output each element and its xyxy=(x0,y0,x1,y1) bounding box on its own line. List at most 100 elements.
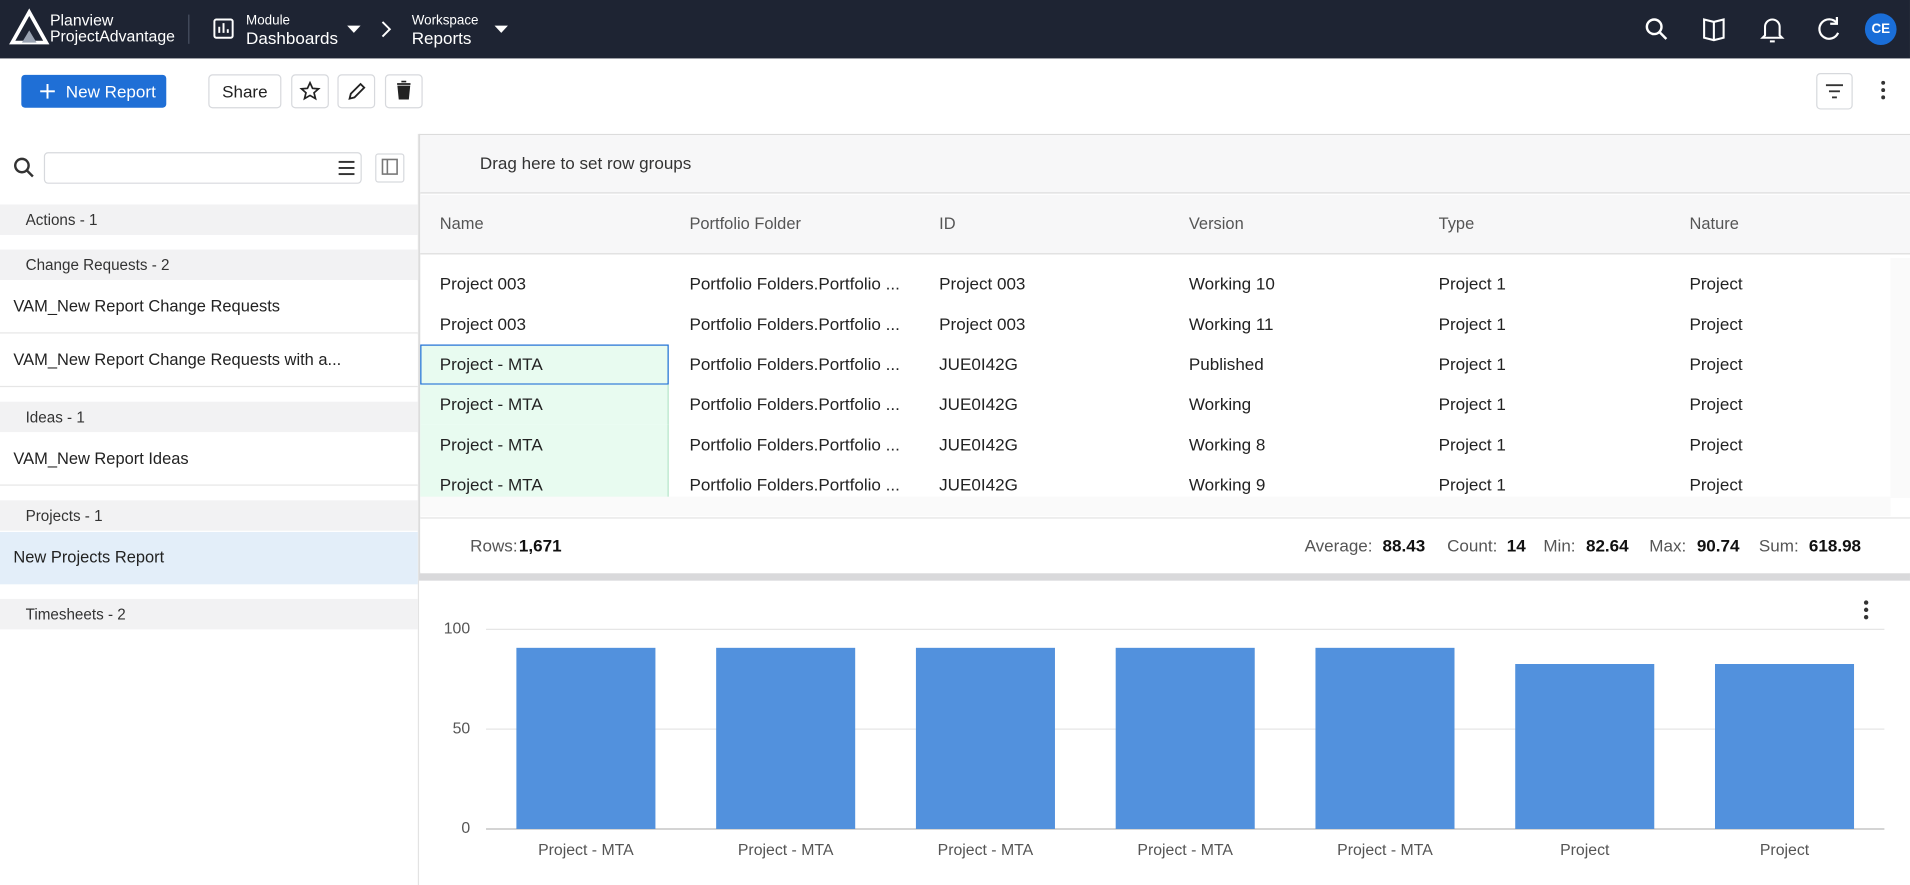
grid-cell: Project 003 xyxy=(939,312,1025,336)
chart-menu-dot xyxy=(1864,615,1868,619)
grid-cell: Project 1 xyxy=(1439,392,1506,416)
more-menu[interactable] xyxy=(1881,81,1885,100)
grid-cell: Project 1 xyxy=(1439,432,1506,456)
x-tick-label: Project - MTA xyxy=(1337,842,1433,859)
column-header[interactable]: Name xyxy=(440,212,484,236)
grid-cell: Portfolio Folders.Portfolio ... xyxy=(689,432,899,456)
grid-cell: Project xyxy=(1690,392,1743,416)
collapse-sidebar[interactable] xyxy=(376,154,404,182)
grid-cell: JUE0I42G xyxy=(939,352,1018,376)
aggregate-value: 618.98 xyxy=(1809,533,1861,557)
list-icon[interactable] xyxy=(339,162,355,174)
report-name[interactable]: VAM_New Report Change Requests xyxy=(13,295,280,319)
sidebar-search-input[interactable] xyxy=(44,153,361,183)
delete-button[interactable] xyxy=(386,75,423,108)
chart-menu-dot xyxy=(1864,600,1868,604)
grid-cell: JUE0I42G xyxy=(939,432,1018,456)
grid-cell: Project - MTA xyxy=(440,472,543,496)
grid-cell: Project 003 xyxy=(440,312,526,336)
group-label[interactable]: Actions - 1 xyxy=(26,208,98,232)
grid-cell: Project 003 xyxy=(939,271,1025,295)
column-header[interactable]: Nature xyxy=(1690,212,1739,236)
bar xyxy=(916,648,1055,829)
filter-button[interactable] xyxy=(1817,74,1852,109)
h-scrollbar xyxy=(420,497,1890,516)
column-header[interactable]: Type xyxy=(1439,212,1475,236)
sidebar-search-icon xyxy=(15,159,33,177)
aggregate-label: Sum: xyxy=(1759,533,1799,557)
bar xyxy=(1715,664,1854,829)
favorite-button[interactable] xyxy=(292,75,329,108)
grid-cell: Project xyxy=(1690,472,1743,496)
share-label[interactable]: Share xyxy=(222,79,268,103)
column-header[interactable]: Version xyxy=(1189,212,1244,236)
grid-cell: Working 10 xyxy=(1189,271,1275,295)
grid-cell: Project 003 xyxy=(440,271,526,295)
report-name[interactable]: VAM_New Report Change Requests with a... xyxy=(13,348,341,372)
grid-cell: Working 8 xyxy=(1189,432,1265,456)
bar xyxy=(516,648,655,829)
x-tick-label: Project xyxy=(1760,842,1810,859)
y-tick-label: 50 xyxy=(453,720,471,737)
aggregate-label: Count: xyxy=(1447,533,1497,557)
grid-cell: Project xyxy=(1690,271,1743,295)
chart-menu-dot xyxy=(1864,608,1868,612)
grid-cell: Project - MTA xyxy=(440,392,543,416)
group-label[interactable]: Change Requests - 2 xyxy=(26,253,170,277)
bar xyxy=(716,648,855,829)
avatar-initials[interactable]: CE xyxy=(1871,17,1890,41)
workspace-value[interactable]: Reports xyxy=(412,26,472,50)
sidebar-tools xyxy=(15,153,404,183)
grid-cell: Working 9 xyxy=(1189,472,1265,496)
grid-cell: JUE0I42G xyxy=(939,472,1018,496)
grid-cell: Portfolio Folders.Portfolio ... xyxy=(689,312,899,336)
column-header[interactable]: Portfolio Folder xyxy=(689,212,801,236)
aggregate-value: 90.74 xyxy=(1697,533,1740,557)
grid-cell: Project xyxy=(1690,312,1743,336)
grid-cell: Project 1 xyxy=(1439,472,1506,496)
grid-cell: Project 1 xyxy=(1439,271,1506,295)
grid-cell: Working 11 xyxy=(1189,312,1274,336)
edit-button[interactable] xyxy=(338,75,375,108)
rows-label: Rows: xyxy=(470,533,517,557)
toolbar-icons xyxy=(21,74,1885,109)
report-name[interactable]: VAM_New Report Ideas xyxy=(13,447,188,471)
grid-cell: Project xyxy=(1690,352,1743,376)
grid-cell: Project xyxy=(1690,432,1743,456)
grid-cell: Project - MTA xyxy=(440,432,543,456)
group-hint: Drag here to set row groups xyxy=(480,151,691,175)
y-tick-label: 0 xyxy=(461,820,470,837)
group-label[interactable]: Projects - 1 xyxy=(26,504,103,528)
grid-cell: Published xyxy=(1189,352,1264,376)
header-row xyxy=(420,195,1910,255)
grid-cell: Project 1 xyxy=(1439,352,1506,376)
grid-cell: Portfolio Folders.Portfolio ... xyxy=(689,271,899,295)
grid-cell: Project 1 xyxy=(1439,312,1506,336)
x-tick-label: Project - MTA xyxy=(738,842,834,859)
group-label[interactable]: Timesheets - 2 xyxy=(26,603,126,627)
chart: 050100Project - MTAProject - MTAProject … xyxy=(419,582,1910,885)
bar xyxy=(1315,648,1454,829)
brand-product: ProjectAdvantage xyxy=(50,24,175,48)
aggregate-value: 14 xyxy=(1507,533,1526,557)
group-label[interactable]: Ideas - 1 xyxy=(26,405,85,429)
grid-cell: Portfolio Folders.Portfolio ... xyxy=(689,392,899,416)
grid-cell: Portfolio Folders.Portfolio ... xyxy=(689,352,899,376)
column-header[interactable]: ID xyxy=(939,212,955,236)
status-bar xyxy=(420,517,1910,573)
x-tick-label: Project xyxy=(1560,842,1610,859)
grid-cell: Project - MTA xyxy=(440,352,543,376)
grid-cell: Working xyxy=(1189,392,1251,416)
aggregate-label: Min: xyxy=(1543,533,1575,557)
x-tick-label: Project - MTA xyxy=(938,842,1034,859)
aggregate-label: Average: xyxy=(1305,533,1373,557)
v-scrollbar xyxy=(1890,258,1909,498)
panel-splitter xyxy=(419,573,1910,580)
aggregate-value: 88.43 xyxy=(1383,533,1426,557)
x-tick-label: Project - MTA xyxy=(538,842,634,859)
new-report-label[interactable]: New Report xyxy=(66,79,156,103)
bar xyxy=(1116,648,1255,829)
report-name[interactable]: New Projects Report xyxy=(13,545,164,569)
module-value[interactable]: Dashboards xyxy=(246,26,338,50)
